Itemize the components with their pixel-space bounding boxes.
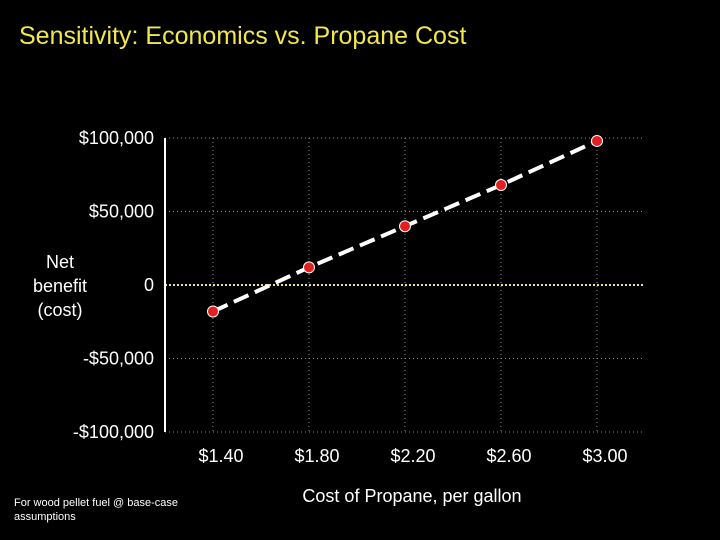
y-axis-label-line: benefit: [32, 276, 88, 296]
y-tick-label: $50,000: [89, 202, 154, 222]
y-axis-label: Net benefit (cost): [20, 250, 100, 322]
data-point: [303, 261, 315, 274]
y-tick-label: $100,000: [79, 128, 154, 148]
x-tick-label: $3.00: [582, 446, 627, 466]
y-tick-label: -$100,000: [73, 422, 154, 442]
chart-title: Sensitivity: Economics vs. Propane Cost: [19, 22, 467, 50]
data-point: [591, 134, 603, 147]
axis-layer: [164, 138, 645, 432]
y-axis-label-line: Net: [45, 252, 74, 272]
data-point: [399, 220, 411, 233]
x-tick-label: $1.40: [198, 446, 243, 466]
data-point: [495, 179, 507, 192]
y-tick-labels: $100,000 $50,000 0 -$50,000 -$100,000: [73, 128, 154, 442]
x-tick-label: $2.60: [486, 446, 531, 466]
series-layer: [207, 134, 603, 318]
footnote: For wood pellet fuel @ base-case assumpt…: [14, 497, 179, 523]
y-axis-label-line: (cost): [37, 300, 83, 320]
x-axis-label: Cost of Propane, per gallon: [302, 486, 521, 506]
x-tick-labels: $1.40 $1.80 $2.20 $2.60 $3.00: [198, 446, 627, 466]
y-tick-label: -$50,000: [83, 349, 154, 369]
y-tick-label: 0: [144, 275, 154, 295]
data-point: [207, 305, 219, 318]
x-tick-label: $2.20: [390, 446, 435, 466]
x-tick-label: $1.80: [294, 446, 339, 466]
